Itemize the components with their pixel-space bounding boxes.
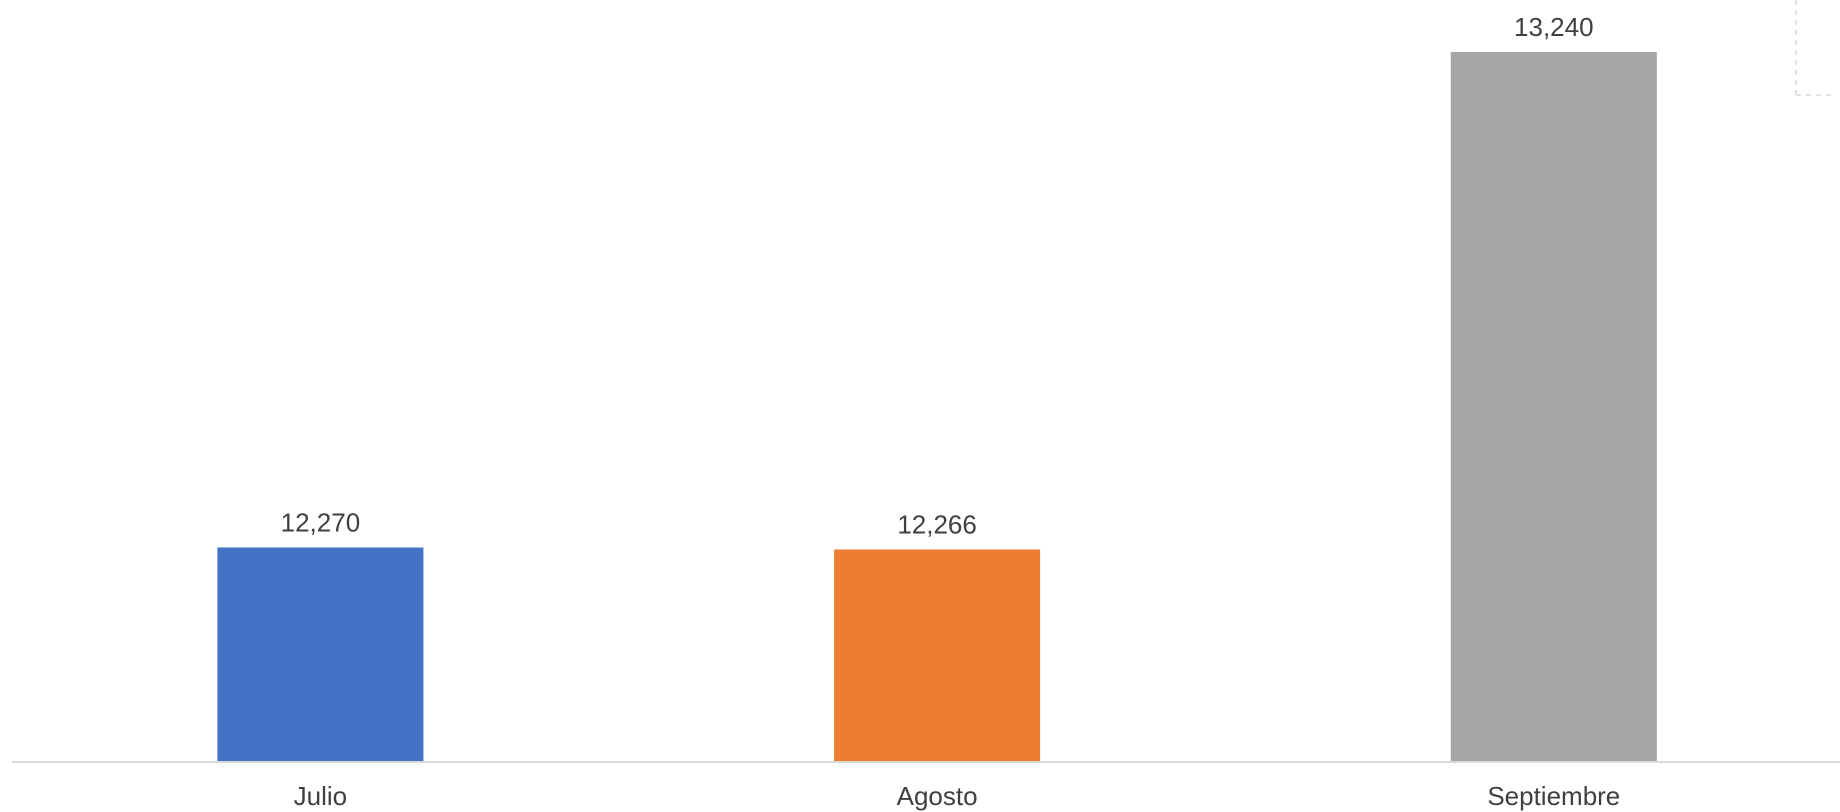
data-labels: 12,270 12,266 13,240 <box>281 12 1594 540</box>
bar-julio <box>217 547 424 762</box>
bar-agosto <box>834 549 1041 762</box>
bar-septiembre <box>1450 52 1657 762</box>
x-tick-label-septiembre: Septiembre <box>1487 781 1620 811</box>
x-tick-label-agosto: Agosto <box>897 781 978 811</box>
data-label-agosto: 12,266 <box>897 510 977 540</box>
x-tick-label-julio: Julio <box>294 781 347 811</box>
data-label-septiembre: 13,240 <box>1514 12 1594 42</box>
bars <box>217 52 1657 762</box>
x-tick-labels: Julio Agosto Septiembre <box>294 781 1621 811</box>
data-label-julio: 12,270 <box>281 508 361 538</box>
